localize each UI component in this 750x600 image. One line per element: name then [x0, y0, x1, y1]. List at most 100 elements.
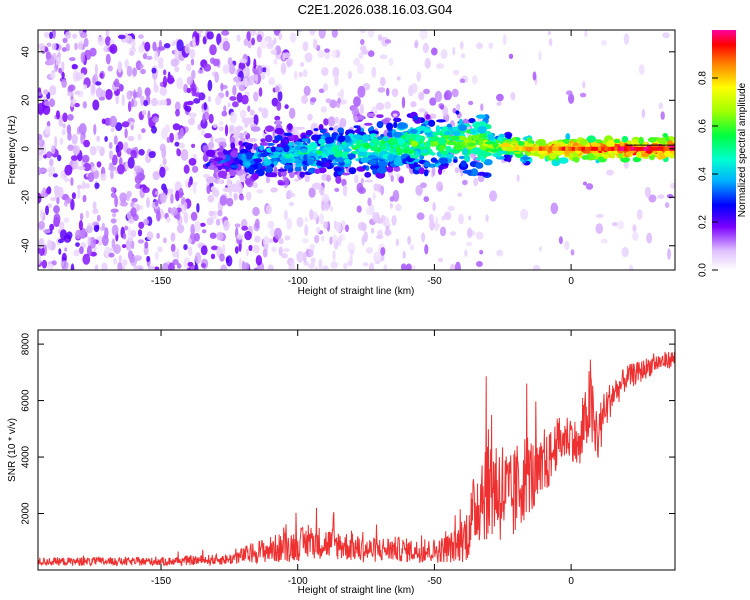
spectrogram-cell	[621, 247, 629, 258]
spectrogram-cell	[444, 90, 452, 101]
spectrogram-cell	[72, 159, 79, 170]
spectrogram-cell	[176, 248, 180, 260]
spectrogram-cell	[470, 129, 477, 135]
spectrogram-core	[568, 146, 573, 151]
spectrogram-core	[620, 146, 625, 151]
spectrogram-cell	[402, 148, 410, 154]
spectrogram-cell	[128, 218, 135, 224]
spectrogram-cell	[141, 109, 147, 116]
spectrogram-cell	[258, 107, 264, 112]
spectrogram-cell	[152, 41, 157, 52]
spectrogram-cell	[321, 153, 327, 158]
spectrogram-cell	[170, 243, 176, 253]
spectrogram-cell	[124, 128, 128, 139]
spectrogram-cell	[296, 217, 304, 228]
spectrogram-cell	[51, 30, 56, 39]
spectrogram-cell	[377, 136, 383, 141]
spectrogram-cell	[70, 263, 75, 270]
spectrogram-cell	[373, 141, 380, 146]
spectrogram-cell	[400, 263, 407, 270]
spectrogram-cell	[77, 187, 81, 199]
spectrogram-cell	[125, 35, 133, 45]
spectrogram-cell	[163, 43, 171, 49]
spectrogram-cell	[641, 152, 650, 157]
spectrogram-cell	[483, 159, 493, 166]
spectrogram-cell	[144, 41, 151, 52]
spectrogram-cell	[254, 158, 263, 163]
spectrogram-cell	[259, 145, 265, 151]
spectrogram-cell	[419, 154, 425, 160]
snr-ytick-label: 6000	[21, 389, 32, 412]
spectrogram-cell	[115, 93, 119, 105]
spectrogram-cell	[502, 34, 507, 45]
spectrogram-cell	[176, 77, 184, 90]
spectrogram-cell	[38, 166, 42, 176]
spectrogram-cell	[53, 185, 60, 196]
spectrogram-cell	[388, 57, 394, 66]
spectrogram-cell	[361, 222, 367, 232]
spectrogram-cell	[316, 150, 323, 155]
spectrogram-cell	[220, 159, 226, 164]
spectrogram-ytick-label: -40	[21, 238, 32, 253]
spectrogram-cell	[229, 96, 237, 101]
spectrogram-core	[640, 146, 645, 151]
spectrogram-cell	[423, 161, 431, 168]
spectrogram-cell	[176, 148, 180, 156]
spectrogram-cell	[389, 196, 395, 202]
spectrogram-core	[607, 146, 612, 151]
spectrogram-cell	[425, 114, 431, 120]
spectrogram-cell	[48, 98, 56, 108]
spectrogram-cell	[208, 141, 215, 150]
spectrogram-cell	[349, 254, 353, 267]
spectrogram-cell	[459, 155, 465, 160]
spectrogram-cell	[436, 119, 446, 123]
spectrogram-cell	[82, 194, 87, 203]
spectrogram-cell	[236, 92, 243, 103]
spectrogram-cell	[166, 188, 174, 194]
spectrogram-cell	[207, 194, 215, 203]
spectrogram-cell	[158, 62, 164, 69]
spectrogram-cell	[318, 167, 327, 174]
spectrogram-cell	[496, 249, 504, 257]
spectrogram-core	[538, 146, 543, 151]
spectrogram-cell	[159, 143, 166, 152]
spectrogram-cell	[280, 170, 287, 177]
spectrogram-cell	[547, 31, 552, 35]
spectrogram-cell	[303, 154, 308, 162]
spectrogram-cell	[657, 137, 666, 144]
spectrogram-cell	[112, 213, 117, 218]
spectrogram-cell	[428, 213, 434, 223]
spectrogram-cell	[379, 54, 388, 60]
spectrogram-cell	[38, 146, 44, 156]
spectrogram-cell	[176, 224, 185, 234]
spectrogram-cell	[335, 157, 345, 163]
spectrogram-cell	[267, 39, 275, 48]
snr-ytick-label: 4000	[21, 445, 32, 468]
spectrogram-cell	[236, 34, 241, 42]
spectrogram-core	[532, 146, 537, 151]
spectrogram-core	[601, 146, 606, 151]
spectrogram-cell	[94, 264, 99, 270]
spectrogram-cell	[432, 165, 436, 177]
spectrogram-core	[565, 146, 570, 151]
spectrogram-cell	[170, 232, 176, 242]
spectrogram-cell	[93, 123, 97, 136]
spectrogram-cell	[329, 99, 337, 109]
spectrogram-cell	[636, 209, 643, 220]
spectrogram-cell	[87, 236, 91, 248]
spectrogram-cell	[321, 193, 330, 203]
spectrogram-cell	[151, 67, 157, 74]
spectrogram-cell	[440, 150, 449, 156]
spectrogram-ytick-label: -20	[21, 190, 32, 205]
spectrogram-core	[666, 146, 671, 151]
spectrogram-cell	[246, 30, 251, 42]
spectrogram-cell	[178, 142, 185, 149]
spectrogram-cell	[94, 182, 100, 189]
spectrogram-cell	[51, 43, 57, 51]
spectrogram-cell	[47, 263, 54, 270]
spectrogram-cell	[384, 101, 392, 110]
spectrogram-cell	[432, 202, 436, 212]
spectrogram-cell	[154, 266, 160, 270]
spectrogram-cell	[410, 83, 418, 94]
spectrogram-cell	[478, 174, 485, 183]
